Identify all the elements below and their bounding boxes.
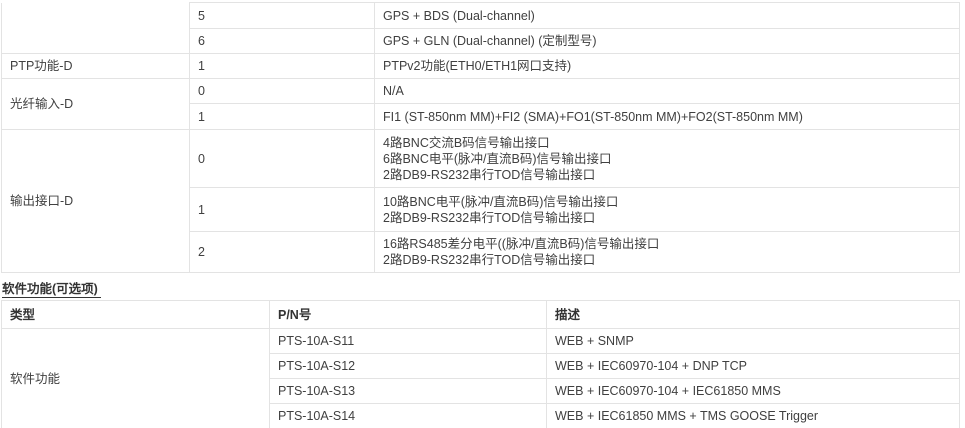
col-header-desc: 描述 [546, 300, 960, 329]
sw-desc-cell: WEB + SNMP [546, 328, 960, 354]
software-section-heading: 软件功能(可选项) [2, 282, 101, 298]
software-options-table: 类型 P/N号 描述 软件功能 PTS-10A-S11 WEB + SNMP P… [1, 300, 960, 428]
desc-line: 2路DB9-RS232串行TOD信号输出接口 [383, 253, 596, 267]
group-cell-ptp: PTP功能-D [1, 53, 190, 79]
option-desc-cell: 16路RS485差分电平((脉冲/直流B码)信号输出接口 2路DB9-RS232… [374, 231, 960, 273]
table-row: 1 FI1 (ST-850nm MM)+FI2 (SMA)+FO1(ST-850… [2, 103, 960, 130]
hardware-options-table: 5 GPS + BDS (Dual-channel) 6 GPS + GLN (… [1, 2, 960, 273]
option-code-cell: 5 [189, 2, 375, 29]
table-row: PTP功能-D 1 PTPv2功能(ETH0/ETH1网口支持) [1, 53, 960, 79]
desc-line: 2路DB9-RS232串行TOD信号输出接口 [383, 210, 596, 225]
option-desc-cell: FI1 (ST-850nm MM)+FI2 (SMA)+FO1(ST-850nm… [374, 103, 960, 130]
option-desc-cell: N/A [374, 78, 960, 104]
option-code-cell: 0 [189, 78, 375, 104]
header-row: 类型 P/N号 描述 [1, 300, 960, 329]
option-code-cell: 1 [189, 103, 375, 130]
group-cell-fiber-input: 光纤输入-D [1, 78, 190, 130]
sw-desc-cell: WEB + IEC60970-104 + IEC61850 MMS [546, 378, 960, 404]
table-row: 光纤输入-D 0 N/A [1, 78, 960, 130]
pn-cell: PTS-10A-S13 [269, 378, 547, 404]
option-desc-cell: PTPv2功能(ETH0/ETH1网口支持) [374, 53, 960, 79]
desc-line: 4路BNC交流B码信号输出接口 [383, 135, 550, 150]
table-row: PTS-10A-S13 WEB + IEC60970-104 + IEC6185… [2, 378, 960, 404]
table-row: 2 16路RS485差分电平((脉冲/直流B码)信号输出接口 2路DB9-RS2… [2, 231, 960, 273]
desc-line: 16路RS485差分电平((脉冲/直流B码)信号输出接口 [383, 237, 660, 251]
table-row: 输出接口-D 0 4路BNC交流B码信号输出接口 6路BNC电平(脉冲/直流B码… [1, 129, 960, 273]
group-cell-output-interface: 输出接口-D [1, 129, 190, 273]
table-row: 5 GPS + BDS (Dual-channel) [1, 2, 960, 54]
option-code-cell: 0 [189, 129, 375, 188]
sw-desc-cell: WEB + IEC61850 MMS + TMS GOOSE Trigger [546, 403, 960, 428]
option-code-cell: 1 [189, 187, 375, 232]
option-code-cell: 6 [189, 28, 375, 54]
col-header-type: 类型 [1, 300, 270, 329]
group-cell-continuation [1, 2, 190, 54]
option-desc-cell: 4路BNC交流B码信号输出接口 6路BNC电平(脉冲/直流B码)信号输出接口 2… [374, 129, 960, 188]
pn-cell: PTS-10A-S11 [269, 328, 547, 354]
pn-cell: PTS-10A-S14 [269, 403, 547, 428]
option-desc-cell: GPS + GLN (Dual-channel) (定制型号) [374, 28, 960, 54]
type-cell-software: 软件功能 [1, 328, 270, 428]
option-desc-cell: GPS + BDS (Dual-channel) [374, 2, 960, 29]
desc-line: 6路BNC电平(脉冲/直流B码)信号输出接口 [383, 151, 612, 166]
table-row: 软件功能 PTS-10A-S11 WEB + SNMP [1, 328, 960, 428]
desc-line: 2路DB9-RS232串行TOD信号输出接口 [383, 167, 596, 182]
sw-desc-cell: WEB + IEC60970-104 + DNP TCP [546, 353, 960, 379]
table-row: 1 10路BNC电平(脉冲/直流B码)信号输出接口 2路DB9-RS232串行T… [2, 187, 960, 232]
option-desc-cell: 10路BNC电平(脉冲/直流B码)信号输出接口 2路DB9-RS232串行TOD… [374, 187, 960, 232]
pn-cell: PTS-10A-S12 [269, 353, 547, 379]
option-code-cell: 2 [189, 231, 375, 273]
col-header-pn: P/N号 [269, 300, 547, 329]
desc-line: 10路BNC电平(脉冲/直流B码)信号输出接口 [383, 194, 619, 209]
option-code-cell: 1 [189, 53, 375, 79]
